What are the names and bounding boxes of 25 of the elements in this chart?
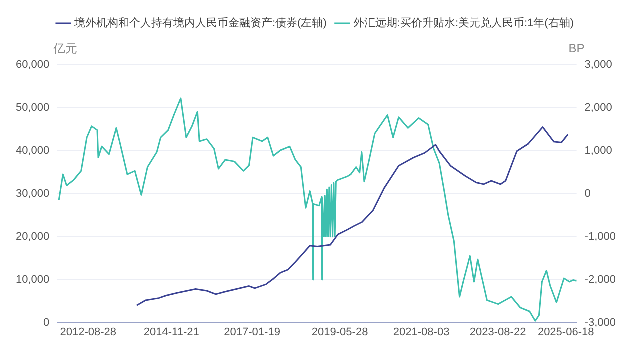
y2-tick-label: -1,000: [584, 230, 616, 243]
y-tick-label: 0: [44, 316, 50, 329]
y2-tick-label: -3,000: [584, 316, 616, 329]
x-tick-label: 2012-08-28: [60, 326, 117, 338]
y-tick-label: 20,000: [16, 230, 50, 243]
x-tick-label: 2023-08-22: [470, 326, 526, 338]
x-tick-label: 2021-08-03: [393, 326, 450, 338]
y2-tick-label: 2,000: [584, 102, 612, 114]
legend-label: 外汇远期:买价升贴水:美元兑人民币:1年(右轴): [353, 16, 574, 30]
y-tick-label: 50,000: [16, 102, 50, 114]
y2-tick-label: 3,000: [584, 59, 612, 72]
y2-tick-label: -2,000: [584, 274, 616, 286]
x-tick-label: 2019-05-28: [312, 326, 368, 338]
legend-label: 境外机构和个人持有境内人民币金融资产:债券(左轴): [74, 16, 327, 30]
y-tick-label: 40,000: [16, 144, 50, 157]
x-tick-label: 2017-01-19: [224, 326, 280, 338]
y2-axis-title: BP: [568, 41, 585, 56]
y2-tick-label: 0: [584, 188, 591, 200]
y-tick-label: 30,000: [16, 188, 50, 200]
y-tick-label: 10,000: [16, 274, 50, 286]
x-tick-label: 2014-11-21: [144, 326, 200, 338]
y2-tick-label: 1,000: [584, 144, 612, 157]
x-tick-label: 2025-06-18: [538, 326, 594, 338]
y-tick-label: 60,000: [16, 59, 50, 72]
y-axis-title: 亿元: [52, 41, 78, 56]
